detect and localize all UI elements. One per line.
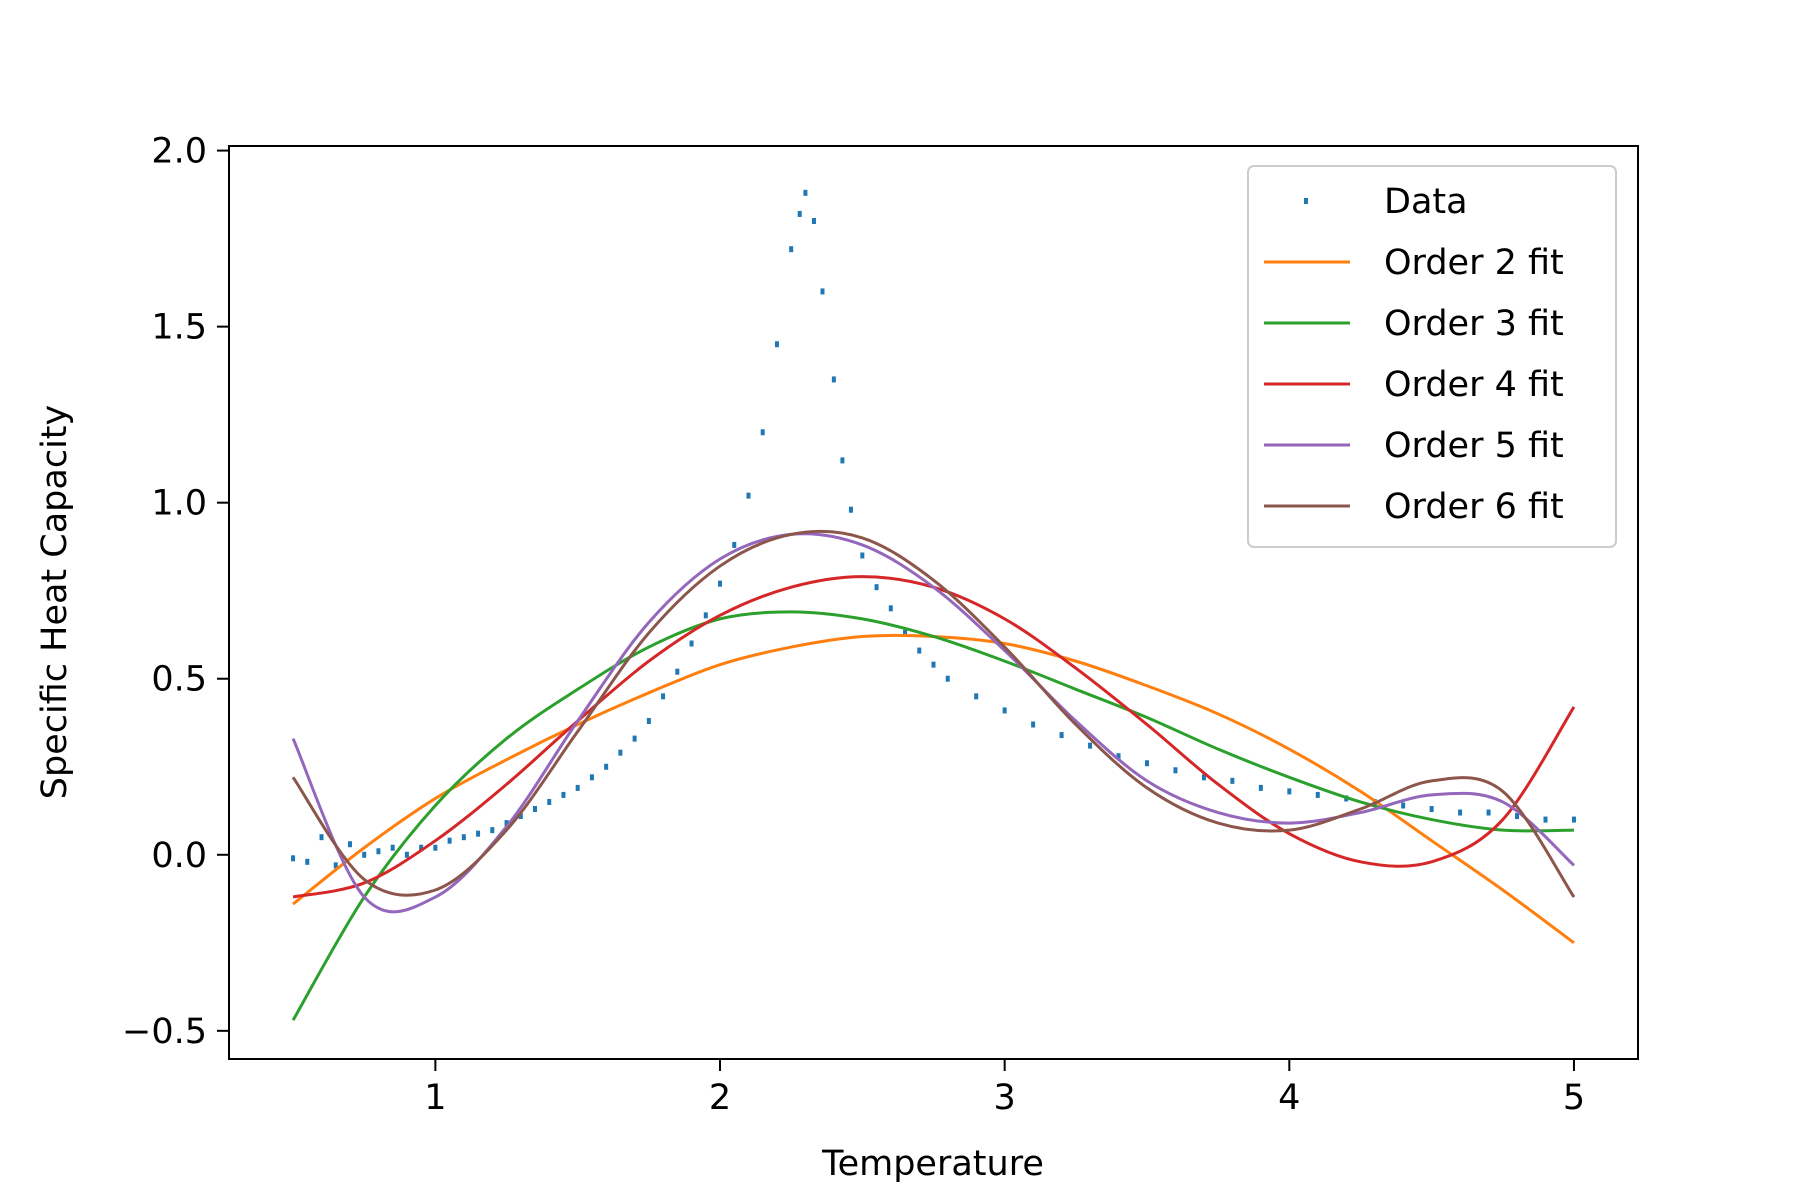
data-point xyxy=(703,612,708,619)
legend-label: Order 5 fit xyxy=(1384,426,1564,466)
y-tick-label: 0.0 xyxy=(151,836,207,876)
data-point xyxy=(774,341,779,348)
data-point xyxy=(945,675,950,682)
data-point xyxy=(888,605,893,612)
data-point xyxy=(476,830,481,837)
x-tick-label: 5 xyxy=(1563,1078,1585,1118)
data-point xyxy=(447,837,452,844)
data-point xyxy=(840,457,845,464)
legend-label: Order 3 fit xyxy=(1384,304,1564,344)
data-point xyxy=(532,806,537,813)
data-point xyxy=(461,834,466,841)
ticks: 1 2 3 4 5 −0.5 0.0 0.5 1.0 1.5 2.0 xyxy=(122,132,1585,1118)
data-point xyxy=(903,629,908,636)
data-point xyxy=(689,640,694,647)
fit-line-order-4 xyxy=(292,575,1576,899)
legend-marker-data xyxy=(1304,198,1308,204)
data-point xyxy=(561,791,566,798)
data-point xyxy=(547,798,552,805)
data-point xyxy=(1059,732,1064,739)
data-point xyxy=(390,844,395,851)
x-axis-label: Temperature xyxy=(821,1144,1044,1184)
data-point xyxy=(589,774,594,781)
data-point xyxy=(789,246,794,253)
data-point xyxy=(333,862,338,869)
x-tick-label: 1 xyxy=(424,1078,446,1118)
fit-line-order-3 xyxy=(291,610,1574,1022)
data-point xyxy=(376,848,381,855)
data-point xyxy=(404,851,409,858)
data-point xyxy=(1401,802,1406,809)
fit-line-order-6 xyxy=(291,529,1576,898)
y-tick-label: 0.5 xyxy=(151,660,207,700)
data-point xyxy=(518,813,523,820)
data-point xyxy=(1571,816,1576,823)
y-tick-label: −0.5 xyxy=(122,1012,207,1052)
data-point xyxy=(1031,721,1036,728)
data-point xyxy=(433,844,438,851)
data-point xyxy=(1486,809,1491,816)
data-point xyxy=(1002,707,1007,714)
data-point xyxy=(803,189,808,196)
data-point xyxy=(1144,760,1149,767)
data-point xyxy=(362,851,367,858)
x-tick-label: 3 xyxy=(994,1078,1016,1118)
data-point xyxy=(575,784,580,791)
data-point xyxy=(504,820,509,827)
legend: Data Order 2 fit Order 3 fit Order 4 fit Ord… xyxy=(1247,165,1617,548)
data-point xyxy=(1429,806,1434,813)
data-point xyxy=(848,506,853,513)
data-point xyxy=(1258,784,1263,791)
legend-label: Order 4 fit xyxy=(1384,365,1564,405)
data-point xyxy=(1458,809,1463,816)
data-point xyxy=(1116,753,1121,760)
data-point xyxy=(931,661,936,668)
data-point xyxy=(732,541,737,548)
data-point xyxy=(797,210,802,217)
plot-area xyxy=(291,189,1576,1022)
data-point xyxy=(291,855,296,862)
data-point xyxy=(760,429,765,436)
data-point xyxy=(1315,791,1320,798)
legend-label: Order 6 fit xyxy=(1384,487,1564,527)
x-tick-label: 4 xyxy=(1278,1078,1300,1118)
data-point xyxy=(604,763,609,770)
data-point xyxy=(419,844,424,851)
data-point xyxy=(632,735,637,742)
data-point xyxy=(718,580,723,587)
y-tick-label: 1.0 xyxy=(151,484,207,524)
data-point xyxy=(1173,767,1178,774)
data-point xyxy=(860,552,865,559)
data-point xyxy=(917,647,922,654)
data-point xyxy=(831,376,836,383)
legend-label: Data xyxy=(1384,182,1468,222)
data-point xyxy=(347,841,352,848)
data-point xyxy=(618,749,623,756)
data-point xyxy=(1230,777,1235,784)
y-tick-label: 2.0 xyxy=(151,132,207,172)
data-point xyxy=(811,217,816,224)
fit-line-order-2 xyxy=(292,633,1575,945)
data-point xyxy=(1287,788,1292,795)
y-tick-label: 1.5 xyxy=(151,308,207,348)
data-point xyxy=(305,858,310,865)
data-point xyxy=(874,584,879,591)
data-point xyxy=(646,717,651,724)
data-point xyxy=(1515,813,1520,820)
data-point xyxy=(675,668,680,675)
data-point xyxy=(1543,816,1548,823)
data-point xyxy=(746,492,751,499)
data-point xyxy=(661,693,666,700)
x-tick-label: 2 xyxy=(709,1078,731,1118)
legend-label: Order 2 fit xyxy=(1384,243,1564,283)
data-point xyxy=(974,693,979,700)
y-axis-label: Specific Heat Capacity xyxy=(35,405,75,799)
data-point xyxy=(319,834,324,841)
data-point xyxy=(490,827,495,834)
axes-frame xyxy=(228,145,1639,1060)
data-point xyxy=(820,288,825,295)
data-point xyxy=(1088,742,1093,749)
data-point xyxy=(1201,774,1206,781)
